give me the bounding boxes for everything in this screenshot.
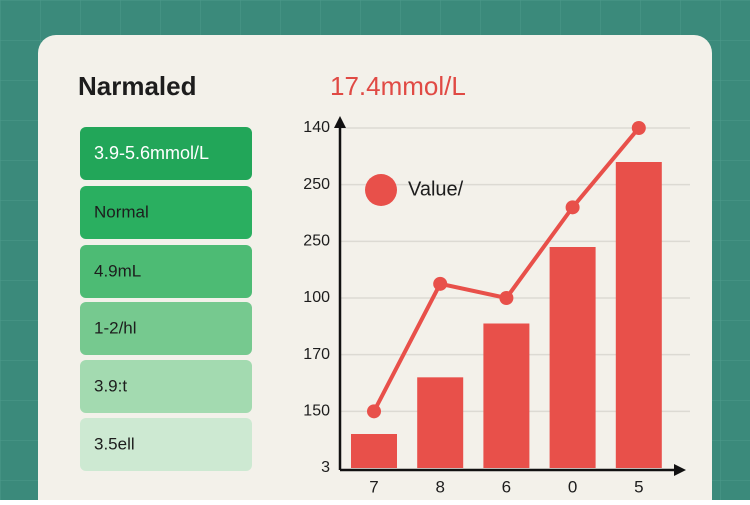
list-row-label: 4.9mL <box>94 261 141 280</box>
line-point <box>367 404 381 419</box>
legend-marker <box>365 174 397 206</box>
y-tick-label: 250 <box>303 233 330 250</box>
list-row <box>80 245 252 298</box>
chart: 3 150 170 100 250 250 140 7 8 6 0 5 Value/ <box>303 116 690 496</box>
list-row <box>80 127 252 180</box>
headline-value: 17.4mmol/L <box>330 71 466 101</box>
legend-label: Value/ <box>408 178 464 200</box>
list-row <box>80 360 252 413</box>
y-tick-label: 170 <box>303 346 330 363</box>
y-tick-label: 150 <box>303 403 330 420</box>
list-row-label: 3.9-5.6mmol/L <box>94 143 209 163</box>
bar <box>549 247 596 468</box>
y-axis-arrow <box>334 116 346 128</box>
line-point <box>499 291 514 305</box>
y-tick-label: 250 <box>303 176 330 193</box>
list-row-label: 3.5ell <box>94 434 135 453</box>
line-point <box>433 276 448 291</box>
bar <box>417 377 464 468</box>
x-tick-label: 5 <box>634 477 643 496</box>
x-axis-arrow <box>674 464 686 476</box>
y-tick-label: 100 <box>303 289 330 306</box>
list-row-label: Normal <box>94 202 149 221</box>
x-tick-label: 0 <box>568 477 577 496</box>
line-point <box>631 121 646 135</box>
title: Narmaled <box>78 71 197 101</box>
list-row <box>80 302 252 355</box>
list-row-label: 1-2/hl <box>94 318 137 337</box>
x-tick-label: 8 <box>435 477 444 496</box>
list: 3.9-5.6mmol/L Normal 4.9mL 1-2/hl 3.9:t 3.5el… <box>80 127 252 471</box>
bar <box>483 323 530 468</box>
bar <box>615 162 662 468</box>
line-point <box>565 200 580 215</box>
list-row <box>80 186 252 239</box>
bar <box>351 434 397 468</box>
x-tick-label: 6 <box>502 477 511 496</box>
x-tick-label: 7 <box>369 477 378 496</box>
y-tick-label: 3 <box>321 459 330 476</box>
list-row-label: 3.9:t <box>94 376 127 395</box>
y-tick-label: 140 <box>303 119 330 136</box>
list-row <box>80 418 252 471</box>
